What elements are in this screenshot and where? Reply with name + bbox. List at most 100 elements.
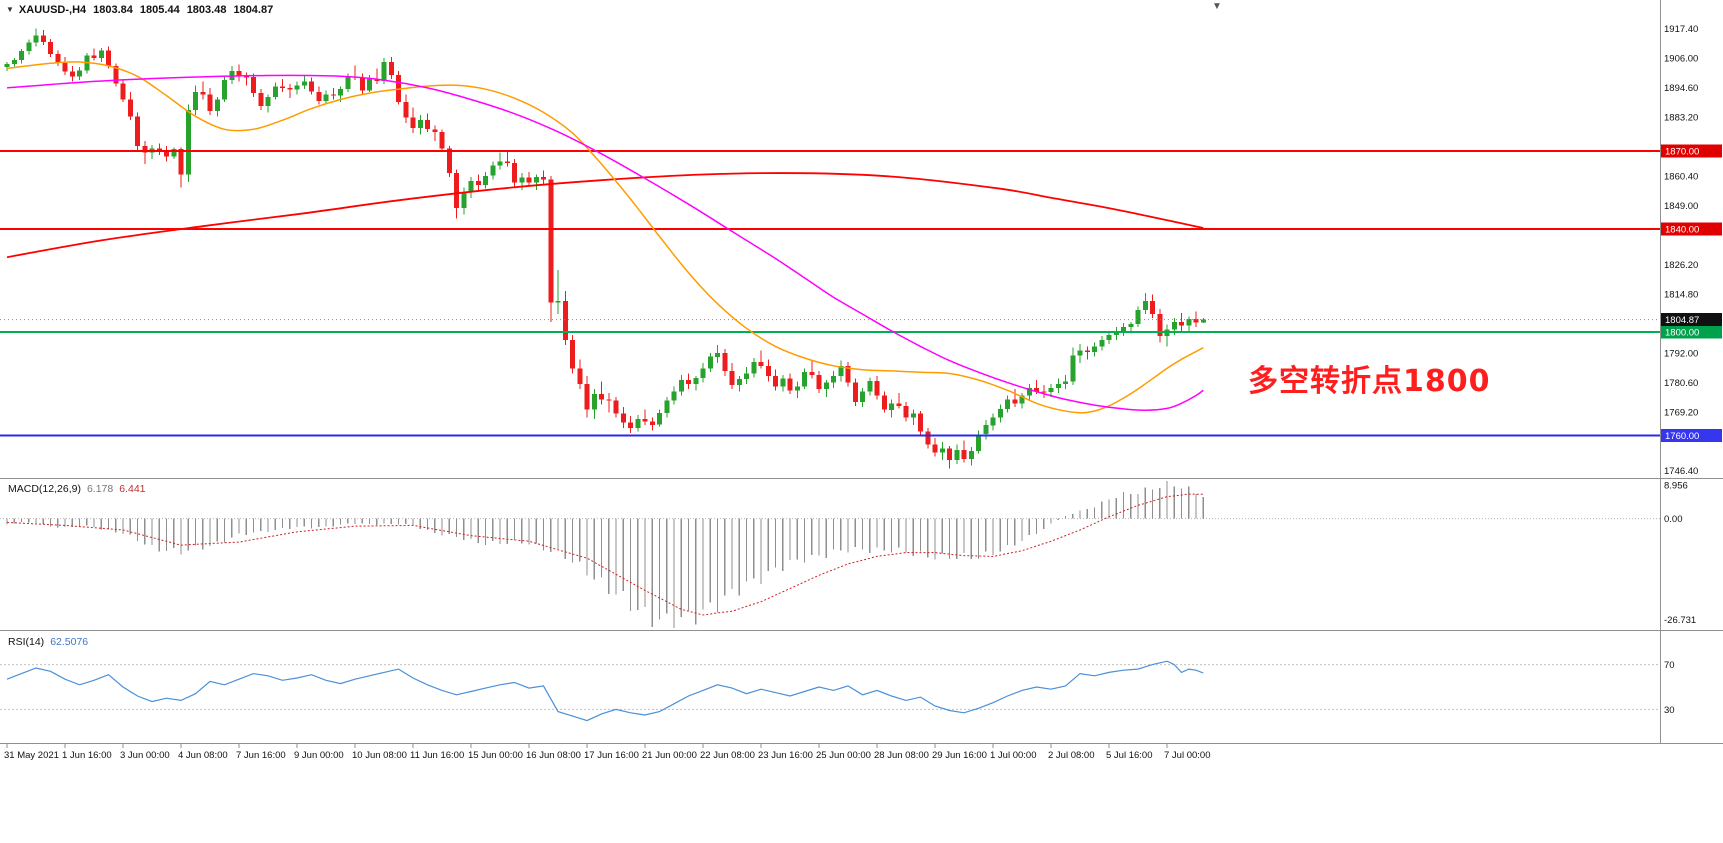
price-badge [1661,325,1722,339]
candle-body [997,408,1003,418]
candle-body [461,192,467,209]
candle-body [1128,323,1134,327]
candle-body [272,86,278,97]
candle-body [939,448,945,453]
candle-body [809,372,815,375]
candle-body [193,91,198,110]
macd-indicator-label: MACD(12,26,9) 6.178 6.441 [8,483,146,495]
rsi-level-label: 30 [1664,705,1675,716]
candle-body [1092,346,1097,352]
candle-body [707,356,713,369]
candle-body [620,413,626,423]
candle-body [301,81,307,86]
candle-body [794,386,800,391]
time-axis-label: 3 Jun 00:00 [120,750,170,761]
candle-body [69,71,75,77]
candle-body [164,150,169,157]
candle-body [983,425,989,435]
collapse-arrow-icon[interactable]: ▼ [6,5,14,14]
candle-body [686,380,691,384]
candle-body [280,86,285,88]
candle-body [1084,350,1090,352]
candle-body [309,81,314,92]
candle-body [874,380,880,396]
time-axis-label: 16 Jun 08:00 [526,750,581,761]
candle-body [490,165,496,176]
time-axis-label: 29 Jun 16:00 [932,750,987,761]
candle-body [852,382,858,402]
candle-body [845,365,851,383]
ohlc-low: 1803.48 [186,4,227,16]
candle-body [976,434,981,452]
time-axis-label: 25 Jun 00:00 [816,750,871,761]
candle-body [40,35,46,43]
candle-body [475,180,481,185]
price-axis-tick-label: 1792.00 [1664,348,1698,359]
candle-body [367,78,372,91]
candle-body [258,93,264,106]
candle-body [410,117,416,128]
candle-body [497,161,503,166]
candle-body [562,301,568,340]
candle-body [185,109,191,175]
candle-body [1142,301,1148,311]
candle-body [751,361,757,374]
chart-shift-marker[interactable]: ▼ [1212,1,1222,12]
candle-body [780,378,786,387]
candle-body [4,63,10,68]
candle-body [19,50,24,61]
candle-body [635,418,641,428]
candle-body [1186,319,1192,326]
candle-body [446,148,452,174]
price-badge [1661,144,1722,158]
candle-body [700,368,706,378]
candle-body [823,382,829,390]
candle-body [990,417,996,426]
candle-body [961,449,967,459]
candle-body [1200,319,1206,323]
symbol-timeframe-label: XAUUSD-,H4 [18,4,87,16]
candle-body [932,444,938,453]
candle-body [251,76,256,94]
candle-body [1063,381,1068,384]
candle-body [135,116,140,146]
candle-body [11,60,17,64]
candle-body [113,65,119,84]
candle-body [1070,355,1076,382]
candle-body [628,422,633,428]
candle-body [171,149,177,157]
candle-body [1077,350,1083,356]
candle-body [860,391,865,402]
candle-body [758,361,764,366]
candle-body [722,352,728,371]
rsi-line [6,660,1204,722]
price-axis-tick-label: 1883.20 [1664,113,1698,124]
candle-body [287,87,293,90]
candle-body [178,149,184,175]
candle-body [316,91,322,101]
price-badge-label: 1870.00 [1665,147,1699,158]
price-badge [1661,222,1722,236]
candle-body [831,376,836,383]
price-axis-tick-label: 1849.00 [1664,201,1698,212]
candle-body [1179,321,1184,326]
rsi-title: RSI(14) [8,636,45,648]
candle-body [338,89,343,96]
candle-body [483,175,488,185]
price-badge-label: 1760.00 [1665,431,1699,442]
candle-body [127,99,133,117]
annotation-text[interactable]: 多空转折点1800 [1248,364,1491,399]
ma-mid-magenta-line [6,74,1204,411]
candle-body [388,62,394,75]
candle-body [918,413,923,432]
rsi-value: 62.5076 [50,636,89,648]
candle-body [359,77,365,91]
candle-body [903,405,909,418]
time-axis-label: 1 Jul 00:00 [990,750,1036,761]
candle-body [403,102,409,118]
candle-body [417,120,423,128]
candle-body [816,374,822,389]
macd-main-value: 6.178 [86,483,114,495]
